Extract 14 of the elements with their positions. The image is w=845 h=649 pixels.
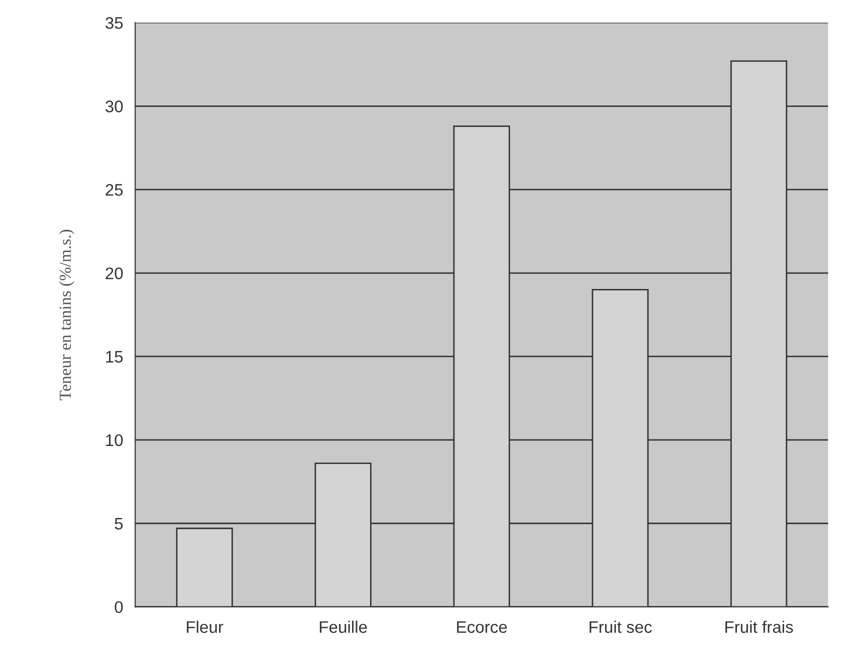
y-tick-label: 0 xyxy=(114,601,123,614)
x-tick-label: Fruit sec xyxy=(590,620,652,633)
y-tick-label: 20 xyxy=(106,267,123,280)
x-tick-label: Fruit frais xyxy=(725,620,793,633)
x-tick-label: Fleur xyxy=(186,620,224,633)
y-axis-title: Teneur en tanins (%/m.s.) xyxy=(59,230,74,400)
y-tick-label: 35 xyxy=(105,17,123,29)
y-tick-label: 5 xyxy=(114,518,123,530)
y-tick-label: 10 xyxy=(106,434,123,446)
x-tick-label: Ecorce xyxy=(457,621,507,633)
x-tick-label: Feuille xyxy=(320,620,367,633)
y-tick-label: 30 xyxy=(105,100,123,112)
y-tick-label: 15 xyxy=(106,351,123,363)
y-tick-label: 25 xyxy=(106,184,123,196)
